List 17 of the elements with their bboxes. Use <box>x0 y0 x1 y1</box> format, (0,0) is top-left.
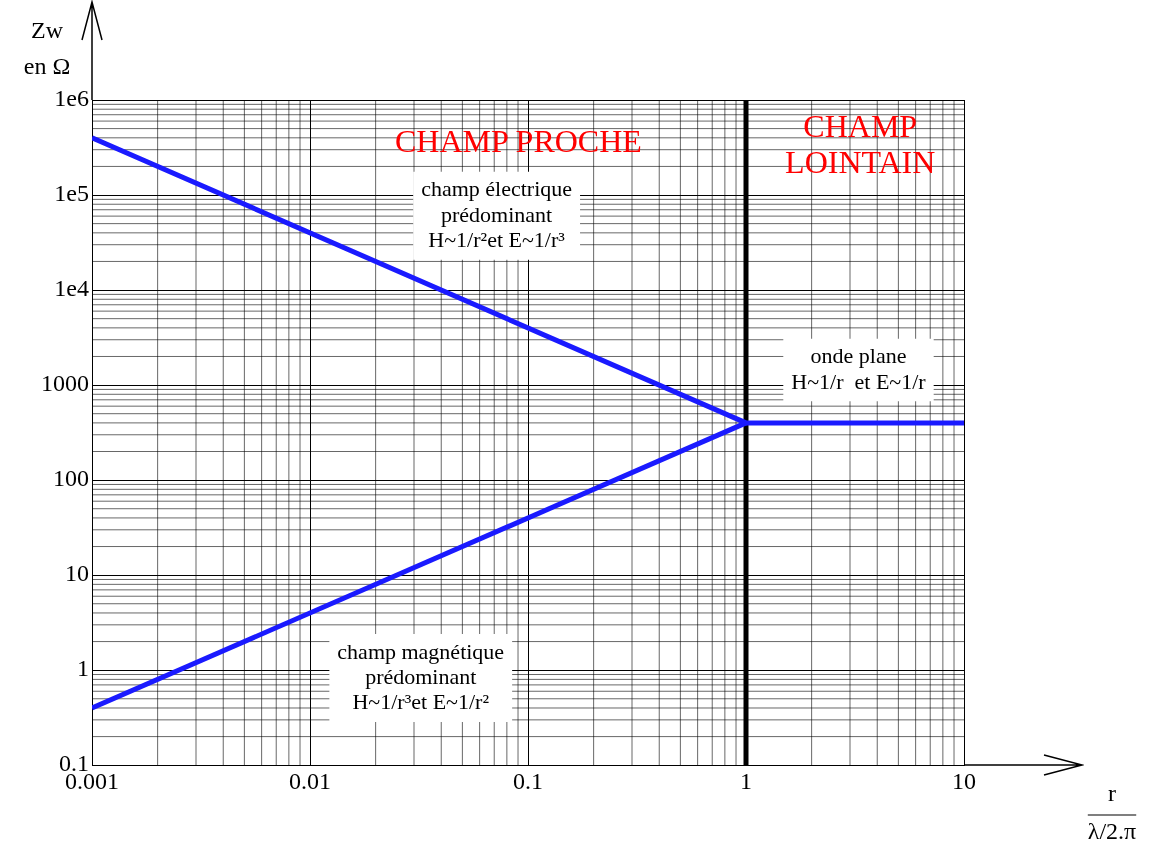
y-tick-label: 1e5 <box>54 180 89 207</box>
y-tick-label: 10 <box>65 560 89 587</box>
y-tick-label: 100 <box>53 465 89 492</box>
y-tick-label: 1e4 <box>54 275 89 302</box>
x-axis-title: r λ/2.π <box>1087 780 1137 845</box>
y-tick-label: 1e6 <box>54 85 89 112</box>
x-tick-label: 0.01 <box>289 767 331 794</box>
x-tick-label: 10 <box>952 767 976 794</box>
y-tick-label: 1 <box>77 655 89 682</box>
x-tick-label: 1 <box>740 767 752 794</box>
y-axis-title: Zw en Ω <box>23 17 71 80</box>
annotation: onde plane H~1/r et E~1/r <box>791 343 927 394</box>
annotation: CHAMP LOINTAIN <box>785 107 936 181</box>
annotation: champ électrique prédominant H~1/r²et E~1/r³ <box>421 176 573 252</box>
y-tick-label: 1000 <box>41 370 89 397</box>
x-tick-label: 0.1 <box>513 767 543 794</box>
annotation: champ magnétique prédominant H~1/r³et E~1/r² <box>337 638 505 715</box>
